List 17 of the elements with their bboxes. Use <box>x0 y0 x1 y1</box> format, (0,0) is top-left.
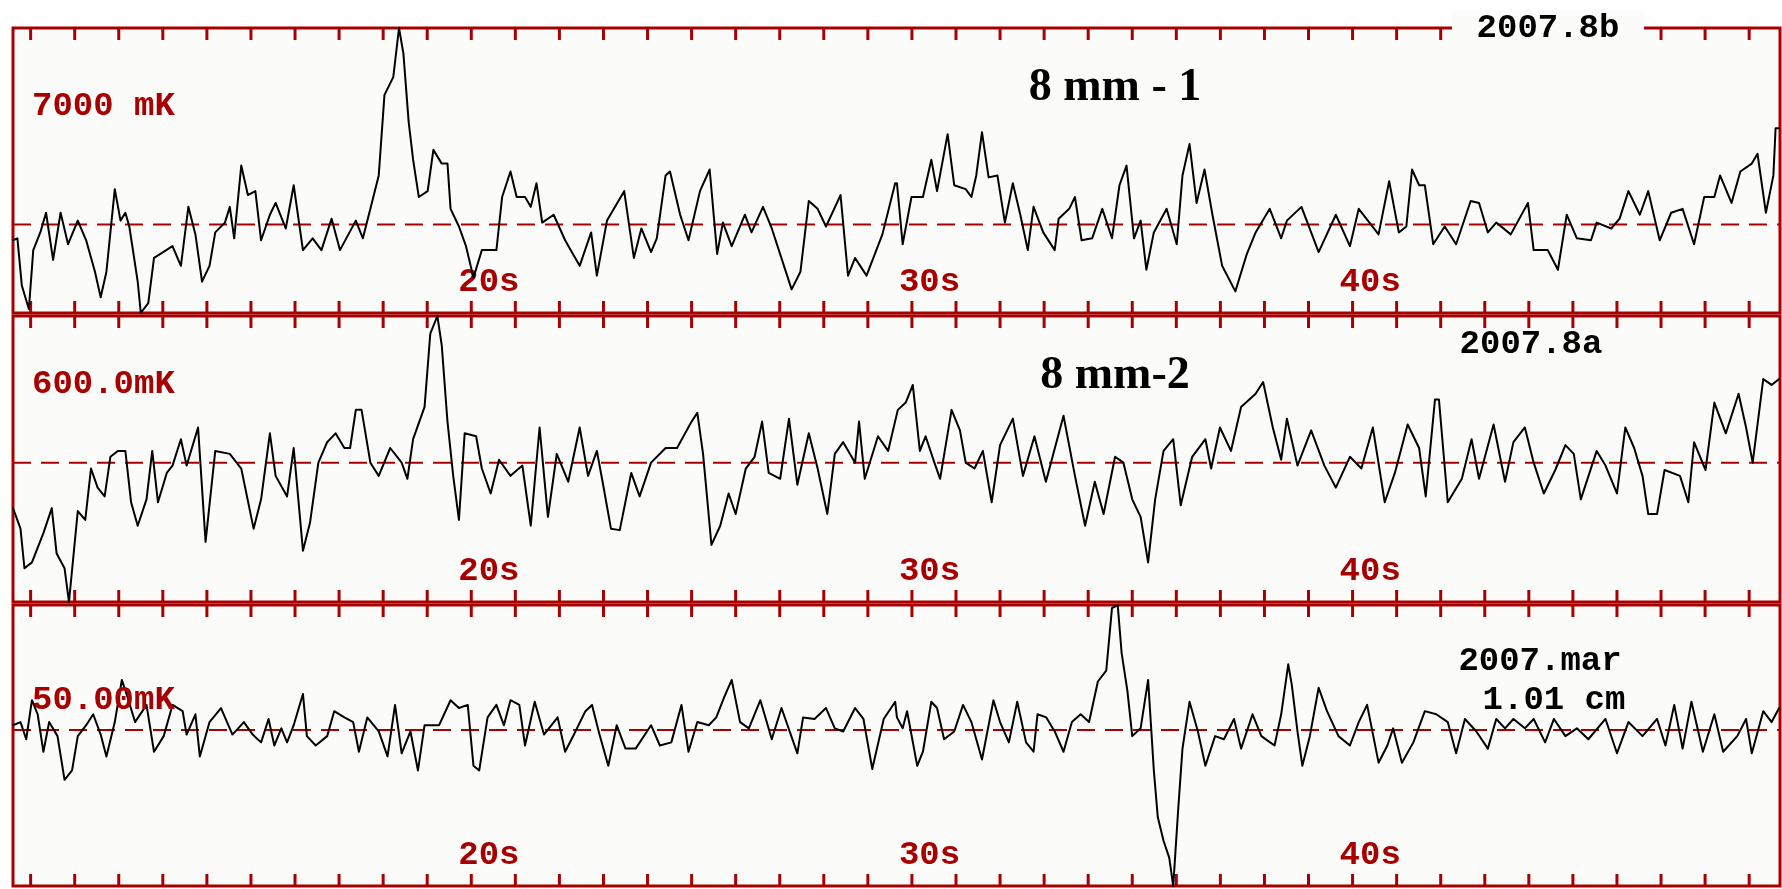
x-tick-label: 40s <box>1339 836 1401 874</box>
annotation: 2007.8b <box>1476 9 1620 47</box>
annotation: 2007.mar <box>1458 642 1622 680</box>
x-tick-label: 30s <box>898 263 961 301</box>
annotation: 1.01 cm <box>1482 681 1626 719</box>
x-tick-label: 20s <box>458 552 520 590</box>
x-tick-label: 40s <box>1339 552 1401 590</box>
text: 8 mm-2 <box>1040 347 1190 398</box>
x-tick-label: 20s <box>458 263 520 301</box>
x-tick-label: 20s <box>458 836 520 874</box>
x-tick-label: 30s <box>898 552 961 590</box>
text: 8 mm - 1 <box>1028 59 1202 110</box>
annotation: 2007.8a <box>1459 325 1603 363</box>
x-tick-label: 40s <box>1339 263 1401 301</box>
annotation: 7000 mK <box>32 87 176 125</box>
x-tick-label: 30s <box>898 836 961 874</box>
annotation: 600.0mK <box>32 365 176 403</box>
